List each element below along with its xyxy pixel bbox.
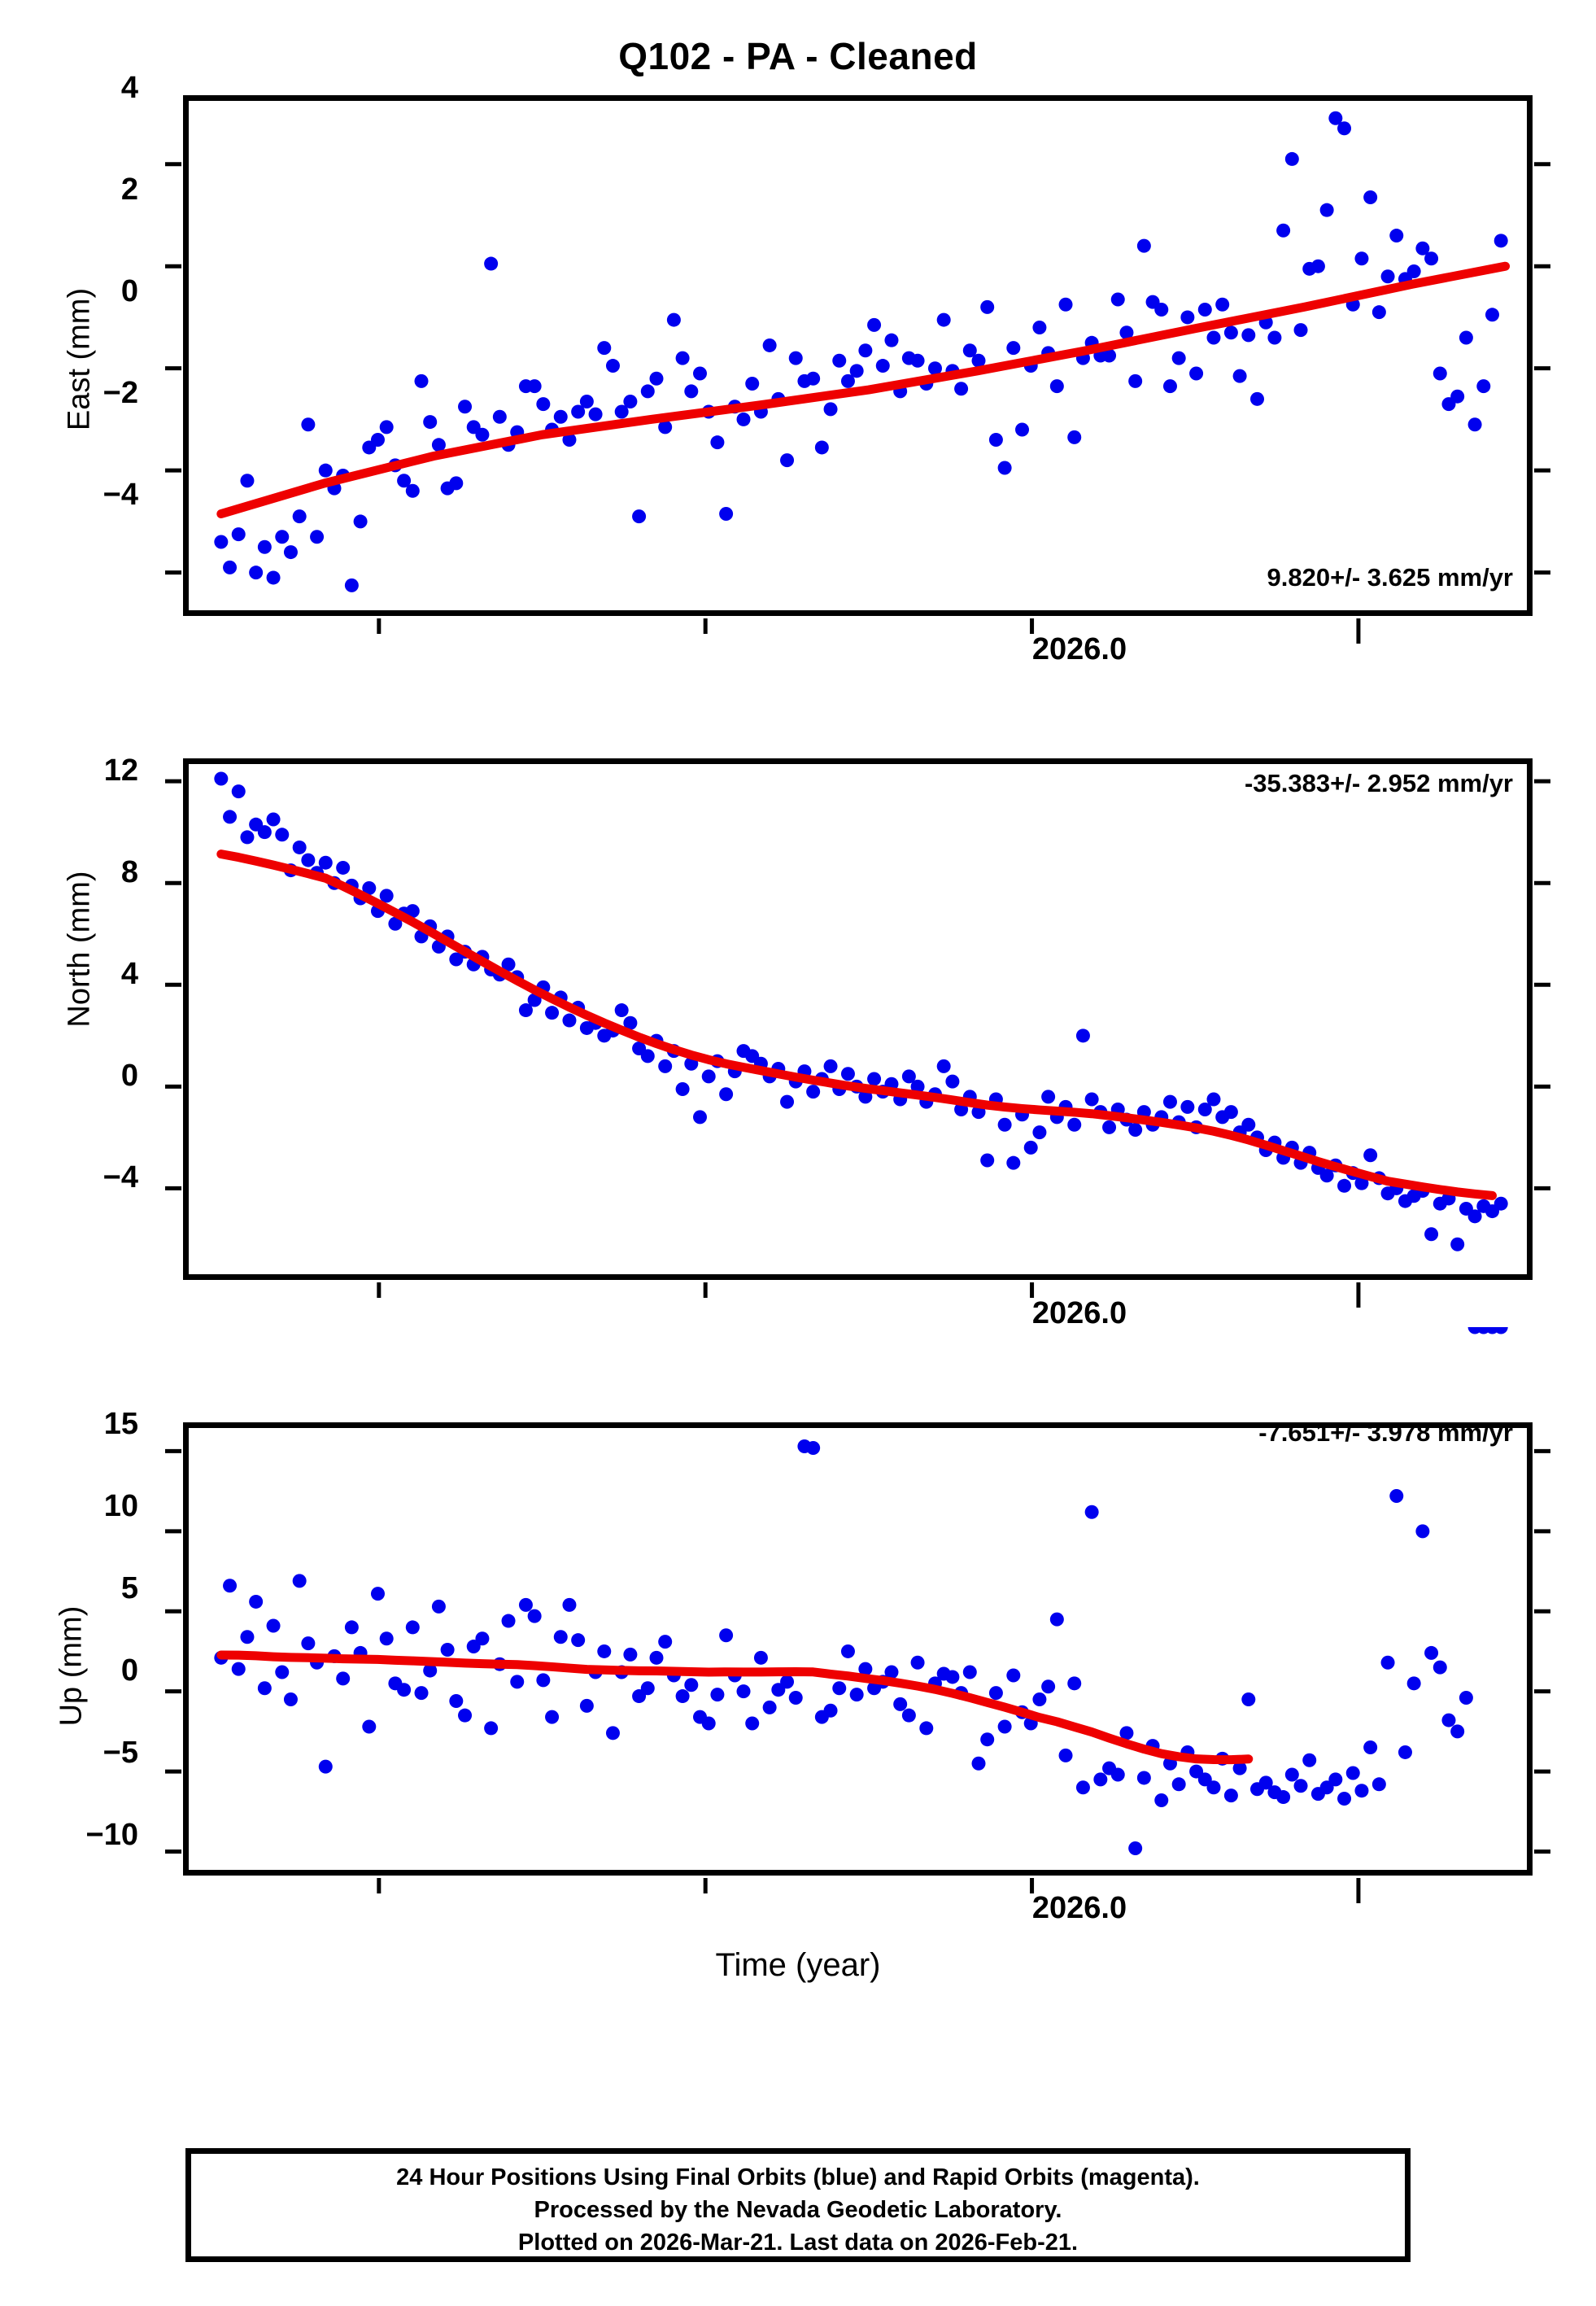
- y-tick-north-1: 8: [120, 855, 138, 889]
- panel-east: East (mm) 4 2 0 −2 −4 9.820+/- 3.625 mm/…: [0, 0, 1596, 692]
- trend-line: [216, 849, 1497, 1200]
- x-tick-label-east: 2026.0: [1031, 632, 1127, 666]
- y-tick-east-4: −4: [102, 478, 138, 512]
- plot-canvas-north: [165, 771, 1550, 1308]
- data-point-group: [214, 1327, 1508, 1856]
- data-point-group: [214, 771, 1508, 1251]
- data-point-group: [214, 111, 1508, 592]
- panel-north: North (mm) 12 8 4 0 −4 -35.383+/- 2.952 …: [0, 663, 1596, 1355]
- x-tick-label-up: 2026.0: [1031, 1891, 1127, 1925]
- rate-label-north: -35.383+/- 2.952 mm/yr: [1244, 769, 1513, 797]
- page-title: Q102 - PA - Cleaned: [618, 35, 978, 77]
- y-tick-up-1: 10: [103, 1489, 138, 1523]
- trend-line: [216, 1650, 1254, 1765]
- caption-line-1: 24 Hour Positions Using Final Orbits (bl…: [396, 2164, 1200, 2190]
- rate-label-up: -7.651+/- 3.978 mm/yr: [1258, 1418, 1513, 1447]
- plot-frame-up: [183, 1422, 1533, 1876]
- x-axis-title: Time (year): [715, 1947, 881, 1983]
- y-tick-up-4: −5: [102, 1736, 138, 1770]
- y-tick-north-4: −4: [102, 1160, 138, 1194]
- plot-canvas-up: [165, 1327, 1550, 1903]
- y-tick-east-3: −2: [102, 376, 138, 410]
- y-tick-north-3: 0: [120, 1059, 138, 1093]
- panel-up: Up (mm) 15 10 5 0 −5 −10 -7.651+/- 3.978…: [0, 1327, 1596, 2059]
- y-tick-north-0: 12: [103, 753, 138, 788]
- x-tick-label-north: 2026.0: [1031, 1296, 1127, 1330]
- y-tick-east-0: 4: [120, 71, 138, 105]
- plot-frame-east: [183, 95, 1533, 616]
- rate-label-east: 9.820+/- 3.625 mm/yr: [1267, 563, 1513, 592]
- y-tick-up-2: 5: [120, 1571, 138, 1605]
- caption-box: 24 Hour Positions Using Final Orbits (bl…: [185, 2148, 1411, 2262]
- caption-line-2: Processed by the Nevada Geodetic Laborat…: [534, 2197, 1062, 2223]
- trend-line: [216, 261, 1511, 519]
- y-tick-east-1: 2: [120, 173, 138, 207]
- y-tick-up-0: 15: [103, 1407, 138, 1441]
- plot-frame-north: [183, 758, 1533, 1280]
- y-tick-up-3: 0: [120, 1653, 138, 1688]
- plot-canvas-east: [165, 111, 1550, 644]
- y-tick-east-2: 0: [120, 274, 138, 308]
- y-tick-north-2: 4: [120, 957, 138, 991]
- caption-line-3: Plotted on 2026-Mar-21. Last data on 202…: [517, 2230, 1079, 2256]
- y-tick-up-5: −10: [85, 1818, 138, 1852]
